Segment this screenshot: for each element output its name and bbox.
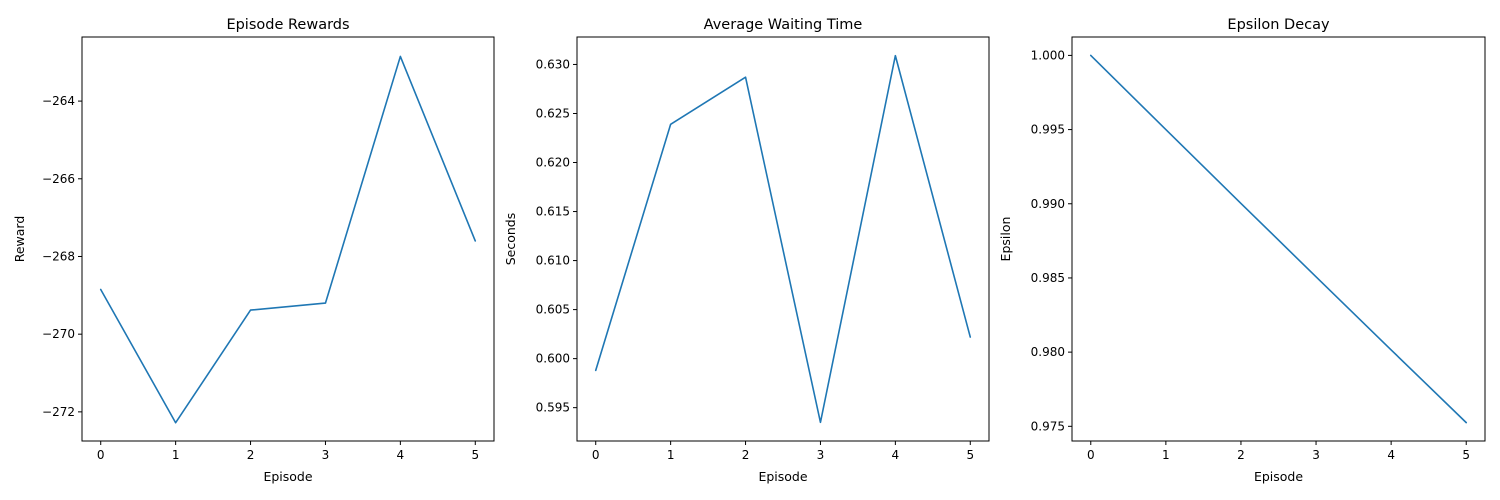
y-tick-label: 0.625: [536, 106, 570, 120]
y-tick-label: 0.600: [536, 352, 570, 366]
y-tick-label: −266: [42, 172, 75, 186]
y-tick-label: 0.610: [536, 254, 570, 268]
series-line: [99, 55, 477, 424]
y-axis-label: Seconds: [503, 213, 518, 266]
x-tick-label: 0: [97, 448, 105, 462]
y-tick-label: 0.630: [536, 57, 570, 71]
y-tick-label: 0.990: [1031, 197, 1065, 211]
x-tick-label: 2: [742, 448, 750, 462]
x-tick-label: 3: [817, 448, 825, 462]
x-tick-label: 0: [1087, 448, 1095, 462]
x-tick-label: 1: [667, 448, 675, 462]
y-tick-label: 0.995: [1031, 123, 1065, 137]
x-tick-label: 0: [592, 448, 600, 462]
x-tick-label: 2: [247, 448, 255, 462]
series-line: [1089, 54, 1468, 424]
y-tick-label: 0.975: [1031, 419, 1065, 433]
y-tick-label: 0.985: [1031, 271, 1065, 285]
x-tick-label: 2: [1237, 448, 1245, 462]
series-line: [594, 54, 972, 424]
x-tick-label: 5: [966, 448, 974, 462]
y-tick-label: 0.605: [536, 303, 570, 317]
x-axis-label: Episode: [758, 469, 807, 484]
x-tick-label: 4: [397, 448, 405, 462]
x-tick-label: 1: [1162, 448, 1170, 462]
x-axis-label: Episode: [263, 469, 312, 484]
y-tick-label: −270: [42, 327, 75, 341]
y-tick-label: −272: [42, 405, 75, 419]
chart-title: Episode Rewards: [226, 17, 349, 33]
chart-title: Average Waiting Time: [704, 17, 863, 33]
y-tick-label: −268: [42, 249, 75, 263]
x-tick-label: 4: [1387, 448, 1395, 462]
x-axis-label: Episode: [1254, 469, 1303, 484]
axes-frame: [1071, 36, 1486, 442]
x-tick-label: 1: [172, 448, 180, 462]
x-tick-label: 4: [892, 448, 900, 462]
y-axis-label: Epsilon: [998, 217, 1013, 262]
panel-episode-rewards: 0 1 2 3 4 5 −272 −270 −268 −266 −264 Episode Reward…: [12, 17, 495, 484]
panel-average-waiting-time: 0 1 2 3 4 5 0.595 0.600 0.605 0.610 0.615 0.620 0.62…: [503, 17, 990, 484]
y-axis-label: Reward: [12, 216, 27, 263]
chart-title: Epsilon Decay: [1227, 17, 1330, 33]
x-tick-label: 3: [322, 448, 330, 462]
y-tick-label: 0.615: [536, 205, 570, 219]
panel-epsilon-decay: 0 1 2 3 4 5 0.975 0.980 0.985 0.990 0.995 1.000 Epsi…: [998, 17, 1486, 484]
y-tick-label: 0.595: [536, 401, 570, 415]
x-tick-label: 3: [1312, 448, 1320, 462]
axes-frame: [576, 36, 990, 442]
x-tick-label: 5: [1462, 448, 1470, 462]
y-tick-label: 0.980: [1031, 345, 1065, 359]
y-tick-label: 1.000: [1031, 48, 1065, 62]
axes-frame: [81, 36, 495, 442]
y-tick-label: −264: [42, 94, 75, 108]
x-tick-label: 5: [471, 448, 479, 462]
y-tick-label: 0.620: [536, 156, 570, 170]
